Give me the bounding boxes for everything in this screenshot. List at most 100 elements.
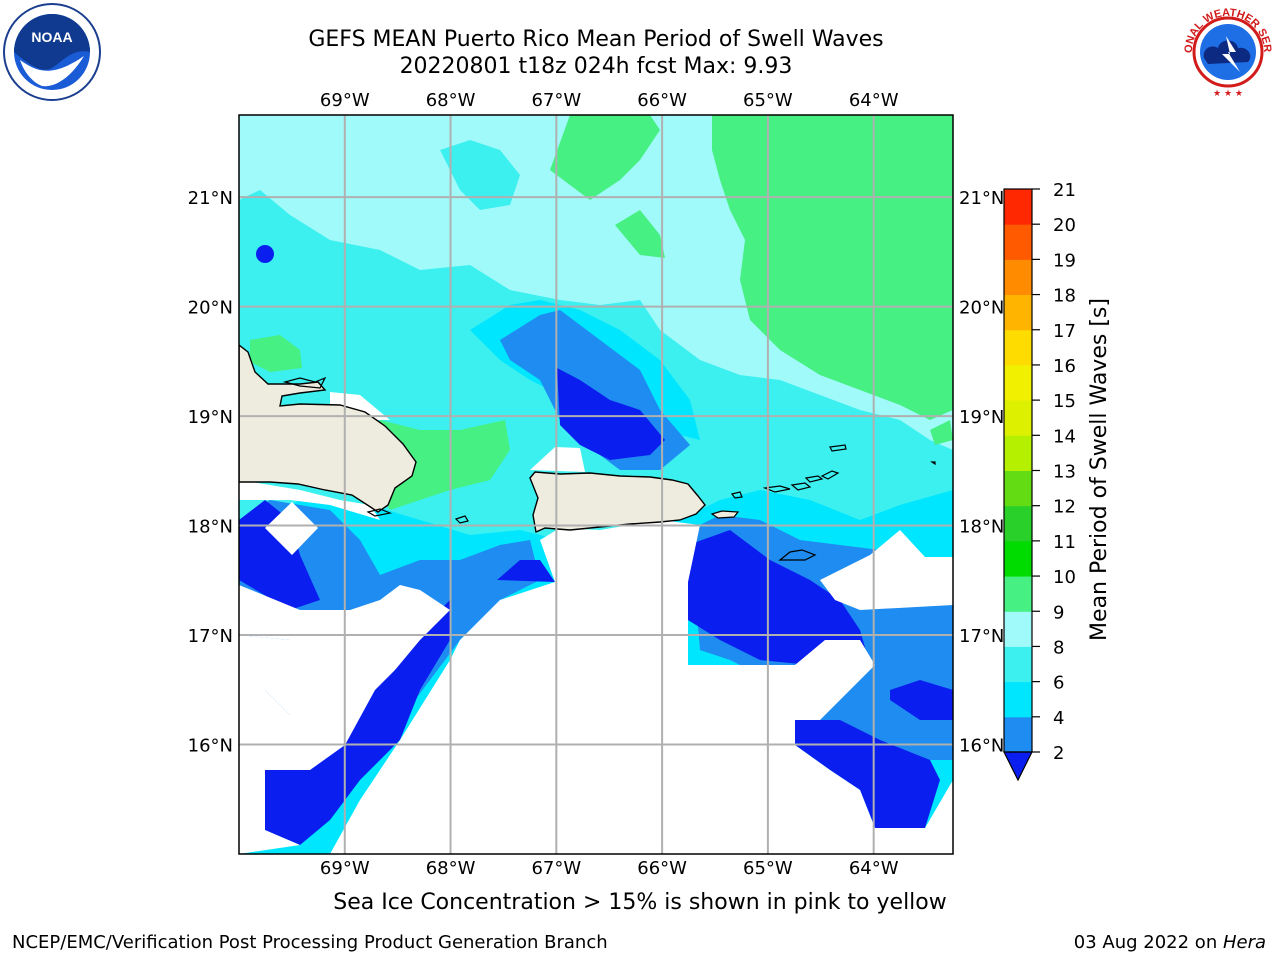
colorbar-segment xyxy=(1004,540,1032,577)
colorbar-tick-label: 8 xyxy=(1053,637,1064,658)
lon-label-bottom: 64°W xyxy=(849,858,899,879)
colorbar-tick-label: 11 xyxy=(1053,532,1076,553)
field-deepblue-central xyxy=(557,368,665,460)
sea-ice-caption: Sea Ice Concentration > 15% is shown in … xyxy=(333,890,947,915)
colorbar-tick-label: 13 xyxy=(1053,462,1076,483)
lon-label-top: 64°W xyxy=(849,90,899,111)
footer-date: 03 Aug 2022 on Hera xyxy=(1074,932,1266,953)
colorbar-segment xyxy=(1004,189,1032,225)
colorbar-tick-label: 21 xyxy=(1053,180,1076,201)
lon-label-bottom: 66°W xyxy=(637,858,687,879)
lat-label-left: 16°N xyxy=(188,736,233,757)
lat-label-right: 18°N xyxy=(959,517,1004,538)
colorbar-tick-label: 19 xyxy=(1053,250,1076,271)
land-mona xyxy=(454,515,469,524)
colorbar-segment xyxy=(1004,505,1032,542)
latitude-labels: 21°N 21°N 20°N 20°N 19°N 19°N 18°N 18°N 17°N 17°N… xyxy=(188,188,1005,756)
land-virgin-gorda xyxy=(820,470,840,480)
lon-label-bottom: 69°W xyxy=(320,858,370,879)
field-green-spot-e xyxy=(930,420,953,445)
field-cyan-north xyxy=(440,140,520,210)
colorbar: 2 4 6 8 9 10 11 12 13 14 15 16 17 18 19 20 21 Mean Period… xyxy=(1003,180,1112,782)
colorbar-tick-label: 6 xyxy=(1053,673,1064,694)
field-green-nw xyxy=(250,335,302,372)
land-st-john xyxy=(790,482,812,491)
nodata-pr-north xyxy=(530,447,585,472)
colorbar-tick-label: 12 xyxy=(1053,497,1076,518)
footer-branch: NCEP/EMC/Verification Post Processing Pr… xyxy=(12,932,608,953)
swell-field xyxy=(239,115,953,854)
lat-label-right: 19°N xyxy=(959,407,1004,428)
svg-text:★ ★ ★: ★ ★ ★ xyxy=(1213,89,1243,99)
nws-logo: NATIONAL WEATHER SERVICE ★ ★ ★ xyxy=(1174,0,1278,102)
lat-label-right: 16°N xyxy=(959,736,1004,757)
land-culebra xyxy=(730,491,743,499)
nodata-east xyxy=(820,530,953,610)
lat-label-right: 17°N xyxy=(959,626,1004,647)
colorbar-segment xyxy=(1004,329,1032,366)
land-anguilla xyxy=(930,461,936,466)
colorbar-tick-label: 17 xyxy=(1053,321,1076,342)
noaa-logo: NOAA xyxy=(2,2,102,102)
land-tortola xyxy=(804,475,824,483)
lon-label-top: 67°W xyxy=(531,90,581,111)
lat-label-left: 21°N xyxy=(188,188,233,209)
lon-label-top: 68°W xyxy=(426,90,476,111)
colorbar-tick-label: 18 xyxy=(1053,286,1076,307)
colorbar-tick-label: 10 xyxy=(1053,567,1076,588)
nodata-pr-south xyxy=(540,520,700,582)
colorbar-segment xyxy=(1004,294,1032,331)
nodata-south xyxy=(330,582,953,854)
field-deepblue-se xyxy=(688,530,870,665)
field-green-north2 xyxy=(615,210,665,258)
lat-label-left: 20°N xyxy=(188,298,233,319)
colorbar-tick-label: 9 xyxy=(1053,602,1064,623)
lon-label-bottom: 67°W xyxy=(531,858,581,879)
field-green-ne xyxy=(712,115,953,420)
colorbar-segment xyxy=(1004,435,1032,471)
lat-label-left: 17°N xyxy=(188,626,233,647)
land-st-croix xyxy=(778,549,817,561)
graticule xyxy=(239,115,953,854)
colorbar-segment xyxy=(1004,646,1032,683)
colorbar-segment xyxy=(1004,576,1032,612)
land-st-thomas xyxy=(762,485,791,493)
field-deepblue-east xyxy=(890,680,953,720)
colorbar-tick-label: 14 xyxy=(1053,426,1076,447)
map-frame xyxy=(238,114,954,855)
field-green-north xyxy=(550,115,660,200)
colorbar-segment xyxy=(1004,716,1032,753)
nodata-hisp-south xyxy=(239,480,380,520)
colorbar-tick-label: 4 xyxy=(1053,708,1064,729)
colorbar-segment xyxy=(1004,400,1032,436)
field-deepblue-west xyxy=(239,500,320,610)
field-green-haiti xyxy=(378,420,510,510)
colorbar-tick-label: 16 xyxy=(1053,356,1076,377)
footer-host: Hera xyxy=(1222,932,1266,953)
colorbar-segment xyxy=(1004,224,1032,260)
field-deepblue-sw xyxy=(265,600,450,845)
lat-label-right: 21°N xyxy=(959,188,1004,209)
lon-label-top: 69°W xyxy=(320,90,370,111)
colorbar-under-arrow xyxy=(1003,751,1033,782)
map-subtitle: 20220801 t18z 024h fcst Max: 9.93 xyxy=(399,54,793,79)
land-saona xyxy=(366,508,393,517)
field-deepblue-spot xyxy=(256,245,274,263)
longitude-labels: 69°W 69°W 68°W 68°W 67°W 67°W 66°W 66°W 65°W 65°W… xyxy=(320,90,899,879)
colorbar-label: Mean Period of Swell Waves [s] xyxy=(1087,298,1112,641)
colorbar-segment xyxy=(1004,470,1032,507)
lat-label-left: 19°N xyxy=(188,407,233,428)
land-turks xyxy=(282,376,327,389)
lon-label-top: 65°W xyxy=(743,90,793,111)
land-hispaniola xyxy=(239,344,417,513)
colorbar-segment xyxy=(1004,611,1032,647)
field-deepblue-se2 xyxy=(795,720,940,828)
land-vieques xyxy=(710,510,740,519)
colorbar-segment xyxy=(1004,681,1032,718)
field-cyan-nw xyxy=(239,220,330,320)
lat-label-left: 18°N xyxy=(188,517,233,538)
lat-label-right: 20°N xyxy=(959,298,1004,319)
colorbar-segment xyxy=(1004,259,1032,296)
nodata-cuba-west xyxy=(265,502,318,555)
